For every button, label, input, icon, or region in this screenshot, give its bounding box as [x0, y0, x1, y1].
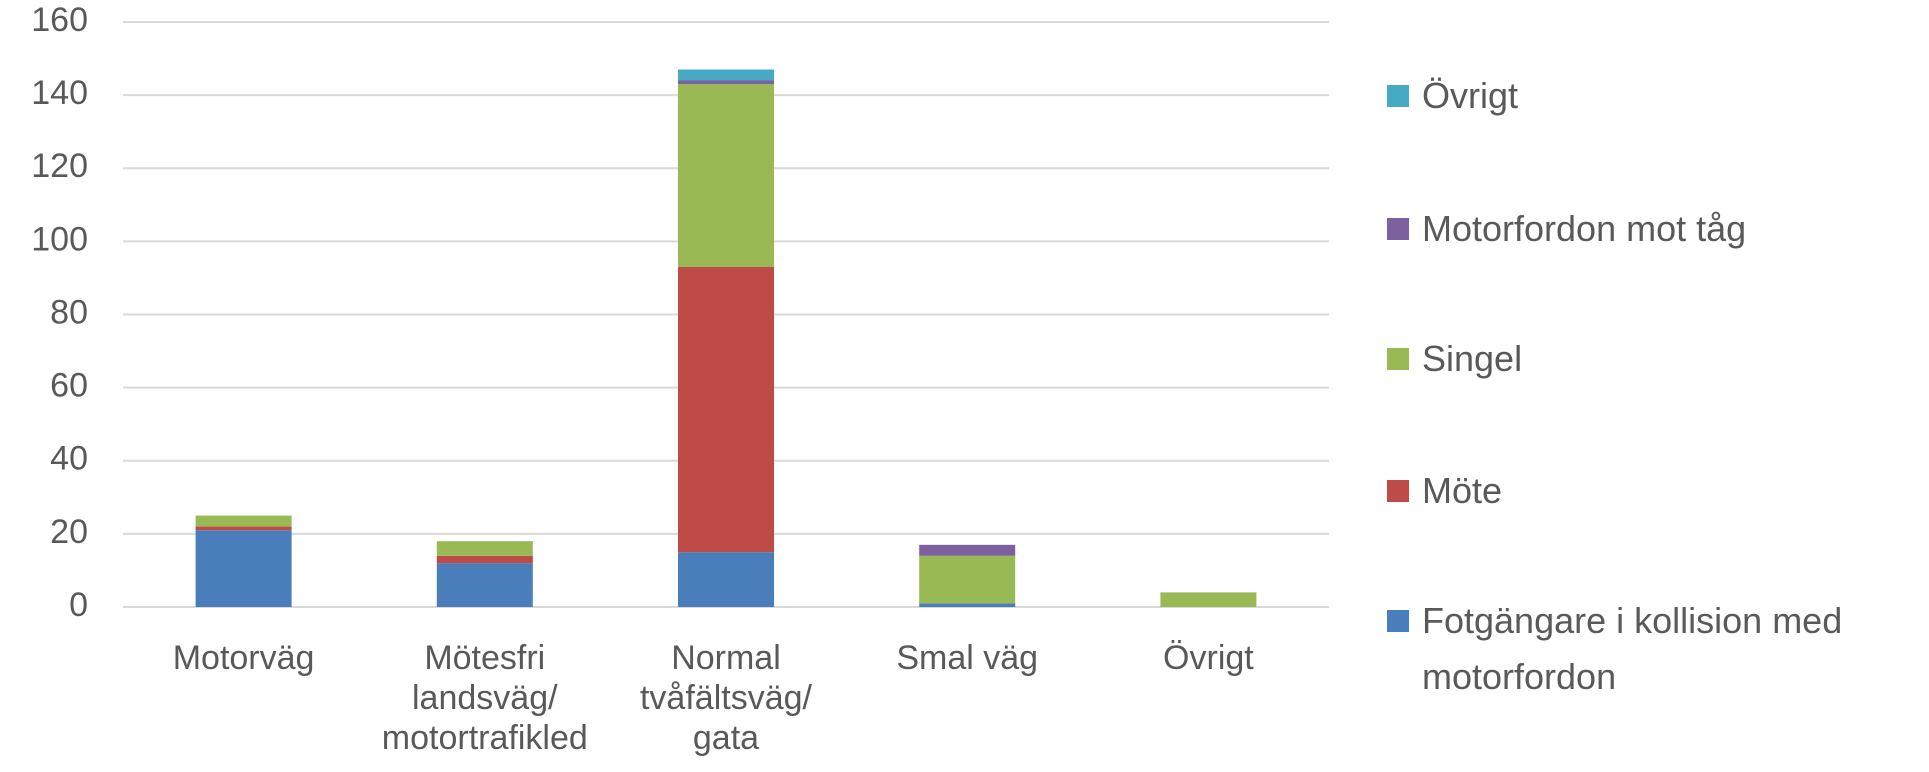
y-tick-label: 40	[50, 440, 88, 478]
bar-segment	[678, 266, 774, 553]
legend-label: Fotgängare i kollision med motorfordon	[1422, 600, 1843, 697]
legend-swatch	[1387, 610, 1409, 632]
bar-segment	[678, 80, 774, 85]
x-tick-label: Övrigt	[1163, 639, 1254, 677]
y-tick-label: 140	[31, 74, 88, 112]
bar-segment	[436, 563, 533, 607]
x-tick-label: Smal väg	[896, 639, 1039, 677]
bar-segment	[195, 515, 292, 527]
legend-label: Motorfordon mot tåg	[1422, 208, 1747, 249]
bar-segment	[195, 530, 292, 607]
y-tick-label: 100	[31, 220, 88, 258]
bar-segment	[919, 555, 1016, 604]
y-tick-label: 120	[31, 147, 88, 185]
bar-segment	[436, 541, 533, 556]
legend-swatch	[1387, 218, 1409, 240]
legend-label: Möte	[1422, 470, 1503, 511]
y-tick-label: 160	[31, 1, 88, 39]
y-tick-label: 60	[50, 367, 88, 405]
x-tick-label: Mötesfri landsväg/ motortrafikled	[381, 639, 588, 757]
legend-swatch	[1387, 480, 1409, 502]
bar-segment	[678, 552, 774, 607]
bar-segment	[436, 555, 533, 564]
legend-label: Övrigt	[1422, 75, 1519, 116]
bar-segment	[195, 526, 292, 531]
bar-segment	[678, 69, 774, 81]
legend-swatch	[1387, 85, 1409, 107]
y-tick-label: 0	[69, 586, 88, 624]
bar-segment	[919, 603, 1016, 607]
legend-swatch	[1387, 348, 1409, 370]
bar-segment	[678, 84, 774, 267]
y-tick-label: 80	[50, 293, 88, 331]
legend-label: Singel	[1422, 338, 1523, 379]
bar-segment	[919, 544, 1016, 556]
y-tick-label: 20	[50, 513, 88, 551]
x-tick-label: Normal tvåfältsväg/ gata	[639, 639, 812, 757]
bar-segment	[1160, 592, 1257, 607]
x-tick-label: Motorväg	[172, 639, 315, 677]
